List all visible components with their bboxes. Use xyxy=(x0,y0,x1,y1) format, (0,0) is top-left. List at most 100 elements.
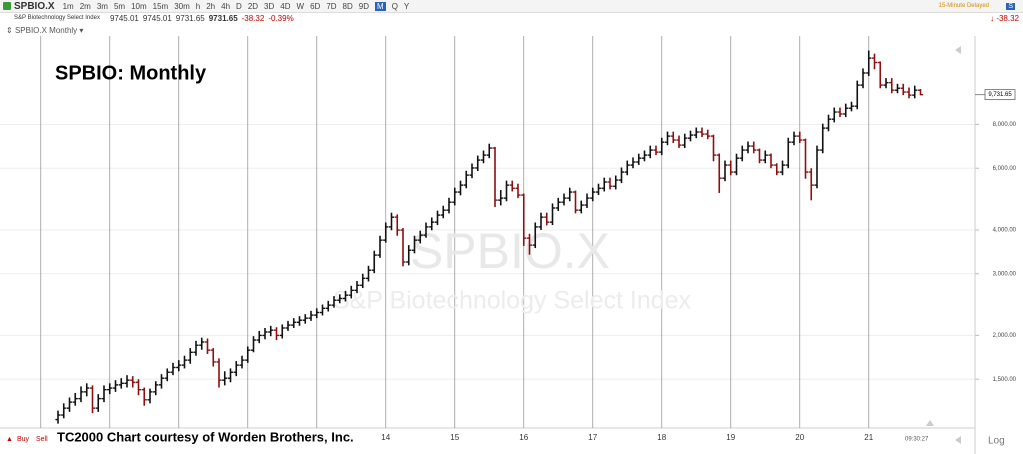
ohlc-bar xyxy=(572,190,579,214)
right-change-value: -38.32 xyxy=(996,13,1019,23)
menu-button[interactable]: S xyxy=(1006,2,1015,10)
ohlc-bar xyxy=(348,285,354,299)
scroll-arrow[interactable] xyxy=(955,46,961,54)
ohlc-bar xyxy=(785,137,791,169)
interval-button[interactable]: 5m xyxy=(113,1,126,11)
watermark-subtitle: S&P Biotechnology Select Index xyxy=(333,287,692,315)
scale-label[interactable]: Log xyxy=(988,436,1005,447)
ohlc-bar xyxy=(722,160,728,182)
ohlc-bar xyxy=(538,212,544,230)
ohlc-bar xyxy=(860,68,866,89)
ohlc-bar xyxy=(590,187,596,202)
interval-button[interactable]: h xyxy=(195,1,201,11)
ohlc-bar xyxy=(147,388,153,404)
ohlc-bar xyxy=(555,197,561,211)
ohlc-bar xyxy=(912,85,918,99)
ohlc-bar xyxy=(204,338,211,354)
ohlc-bar xyxy=(894,83,901,94)
ohlc-bar xyxy=(751,141,757,154)
ohlc-bar xyxy=(135,379,142,396)
ohlc-bar xyxy=(469,163,475,179)
ohlc-bar xyxy=(595,183,602,196)
ohlc-bar xyxy=(176,360,182,372)
interval-button[interactable]: 6D xyxy=(310,1,321,11)
ohlc-bar xyxy=(653,145,659,156)
interval-button[interactable]: 9D xyxy=(358,1,370,11)
ohlc-bar xyxy=(825,114,832,132)
ohlc-bar xyxy=(319,304,326,316)
interval-button[interactable]: Y xyxy=(403,1,410,11)
ohlc-bar xyxy=(256,330,262,344)
ohlc-bar xyxy=(400,228,406,267)
intervals: 1m 2m 3m 5m 10m 15m 30m h 2h 4h D 2D 3D 4D W 6D 7D 8D 9D M Q… xyxy=(62,1,416,11)
interval-button[interactable]: 2D xyxy=(247,1,259,11)
interval-button[interactable]: Q xyxy=(391,1,398,11)
symbol[interactable]: SPBIO.X xyxy=(3,1,55,12)
ohlc-bar xyxy=(84,383,90,397)
ohlc-bar xyxy=(423,222,429,238)
ohlc-bar xyxy=(245,346,251,363)
interval-button[interactable]: 8D xyxy=(342,1,353,11)
interval-button[interactable]: M xyxy=(375,1,386,11)
ohlc-bar xyxy=(739,145,745,162)
ohlc-bar xyxy=(331,296,337,308)
y-tick-label: 6,000.00 xyxy=(993,166,1017,172)
interval-button[interactable]: 30m xyxy=(174,1,190,11)
x-tick-label: 14 xyxy=(381,433,390,442)
interval-button[interactable]: 2m xyxy=(79,1,91,11)
ohlc-bar xyxy=(480,150,487,164)
interval-button[interactable]: 4D xyxy=(280,1,291,11)
ohlc-bar xyxy=(342,290,349,302)
ohlc-bar xyxy=(693,127,699,139)
ohlc-bar xyxy=(831,107,837,123)
interval-button[interactable]: 15m xyxy=(152,1,169,11)
ohlc-bar xyxy=(164,368,170,382)
ohlc-bar xyxy=(360,273,366,289)
interval-button[interactable]: 3m xyxy=(96,1,108,11)
ohlc-bar xyxy=(745,141,751,154)
ohlc-bar xyxy=(883,78,889,89)
ohlc-bar xyxy=(699,127,705,138)
ohlc-bar xyxy=(411,235,418,254)
scroll-arrow[interactable] xyxy=(926,420,934,426)
ohlc-bar xyxy=(630,157,636,169)
ohlc-bar xyxy=(216,358,222,388)
ohlc-bar xyxy=(158,374,165,389)
interval-button[interactable]: D xyxy=(236,1,242,11)
sell[interactable]: Sell xyxy=(36,436,48,443)
ohlc-bar xyxy=(877,61,883,89)
x-tick-label: 16 xyxy=(519,433,528,442)
interval-button[interactable]: W xyxy=(296,1,305,11)
grid xyxy=(0,36,975,428)
ohlc-bar xyxy=(250,336,257,353)
ohlc-bar xyxy=(118,378,124,389)
ohlc-bar xyxy=(314,308,320,319)
interval-button[interactable]: 3D xyxy=(264,1,275,11)
ohlc-bar xyxy=(417,230,423,244)
ohlc-bar xyxy=(578,200,584,214)
chart-label-text: SPBIO.X Monthly xyxy=(14,25,78,35)
y-tick-label: 4,000.00 xyxy=(993,228,1017,234)
interval-button[interactable]: 1m xyxy=(62,1,74,11)
ohlc-bar xyxy=(664,131,671,146)
interval-button[interactable]: 2h xyxy=(206,1,216,11)
ohlc-bar xyxy=(544,212,550,226)
interval-button[interactable]: 10m xyxy=(131,1,147,11)
scroll-arrow[interactable] xyxy=(955,436,961,444)
ohlc-bar xyxy=(112,380,119,392)
trade-icon: ▲ xyxy=(6,436,13,443)
ohlc-bar xyxy=(337,294,343,304)
ohlc-bar xyxy=(268,325,274,337)
ohlc-bar xyxy=(285,320,291,331)
toolbar: SPBIO.X 1m 2m 3m 5m 10m 15m 30m h 2h 4h D 2D 3D 4D W 6D… xyxy=(0,0,1023,13)
ohlc-bar xyxy=(475,155,481,172)
ohlc-bar xyxy=(440,205,446,219)
interval-button[interactable]: 7D xyxy=(326,1,337,11)
buy[interactable]: Buy xyxy=(17,436,30,443)
ohlc-bar xyxy=(457,180,464,196)
interval-button[interactable]: 4h xyxy=(221,1,231,11)
ohlc-bar xyxy=(728,160,734,176)
ohlc-bar xyxy=(55,410,61,424)
ohlc-bar xyxy=(797,131,803,144)
